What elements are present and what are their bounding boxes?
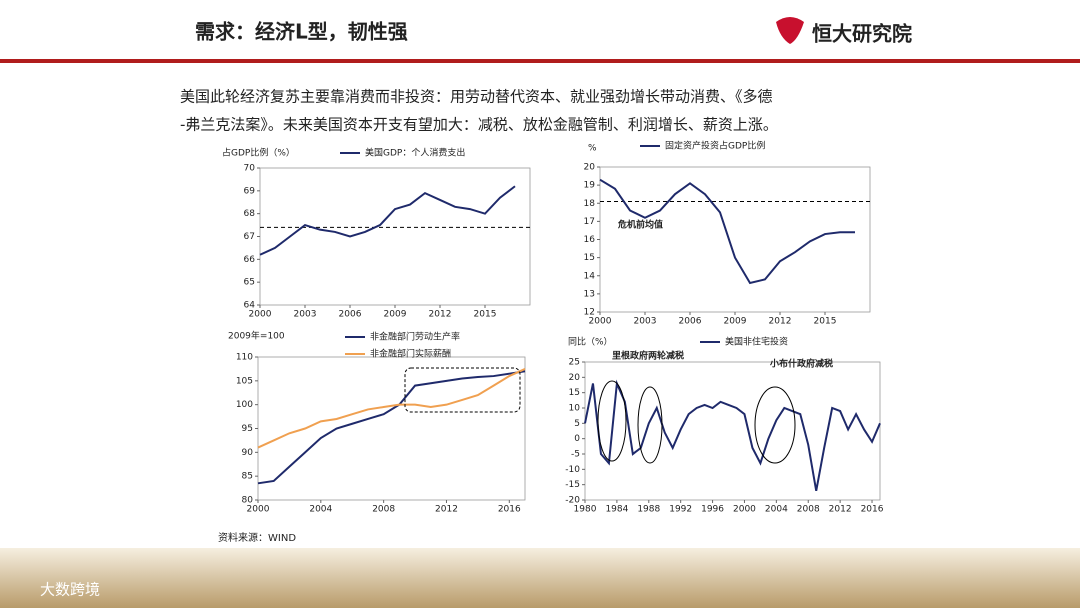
legend-label: 美国GDP：个人消费支出 [365,147,465,159]
x-tick-label: 2009 [724,317,747,327]
footer-image [0,548,1080,608]
y-tick-label: 5 [574,419,580,429]
x-tick-label: 2008 [797,505,820,515]
slide-title: 需求：经济L型，韧性强 [195,20,408,44]
y-tick-label: 15 [584,253,595,263]
y-tick-label: 105 [236,376,253,386]
y-tick-label: 15 [569,388,580,398]
y-tick-label: 20 [569,373,581,383]
x-tick-label: 1980 [574,505,597,515]
body-line: 美国此轮经济复苏主要靠消费而非投资：用劳动替代资本、就业强劲增长带动消费、《多德 [180,88,773,106]
y-axis-label: % [588,144,597,154]
x-tick-label: 2004 [765,505,788,515]
y-tick-label: 20 [584,163,596,173]
y-axis-label: 2009年=100 [228,330,285,342]
x-tick-label: 2012 [435,505,458,515]
y-tick-label: 95 [242,424,253,434]
y-tick-label: 68 [244,209,256,219]
series-line [257,368,526,449]
x-tick-label: 2012 [429,310,452,320]
x-tick-label: 1984 [605,505,628,515]
x-tick-label: 2000 [247,505,270,515]
watermark: 大数跨境 [40,581,100,599]
x-tick-label: 2015 [814,317,837,327]
y-tick-label: 0 [574,434,580,444]
header-rule [0,59,1080,63]
highlight-box [404,367,521,413]
x-tick-label: 2000 [249,310,272,320]
x-tick-label: 1988 [637,505,660,515]
y-tick-label: 18 [584,199,596,209]
body-line: -弗兰克法案》。未来美国资本开支有望加大：减税、放松金融管制、利润增长、薪资上涨… [180,116,778,134]
x-tick-label: 1996 [701,505,724,515]
x-tick-label: 2004 [309,505,332,515]
logo-icon [776,17,804,44]
y-tick-label: -20 [565,496,580,506]
annotation: 危机前均值 [617,219,663,231]
x-tick-label: 2006 [679,317,702,327]
y-tick-label: 80 [242,496,254,506]
y-tick-label: 67 [244,232,255,242]
legend-label: 美国非住宅投资 [725,336,788,348]
y-tick-label: 64 [244,301,256,311]
legend-label: 非金融部门劳动生产率 [370,331,460,343]
y-tick-label: 85 [242,472,253,482]
x-tick-label: 2012 [769,317,792,327]
series-line [259,185,516,256]
x-tick-label: 2015 [474,310,497,320]
highlight-ellipse [597,380,627,462]
series-line [257,370,526,485]
x-tick-label: 2008 [372,505,395,515]
y-axis-label: 同比（%） [568,336,613,348]
y-tick-label: 25 [569,358,580,368]
y-tick-label: 70 [244,164,256,174]
legend-label: 固定资产投资占GDP比例 [665,140,765,152]
legend-label: 非金融部门实际薪酬 [370,348,451,360]
y-tick-label: -10 [565,465,580,475]
highlight-ellipse [754,386,796,464]
series-line [584,379,881,491]
y-tick-label: 10 [569,404,581,414]
y-axis-label: 占GDP比例（%） [222,147,295,159]
y-tick-label: 17 [584,217,595,227]
x-tick-label: 2003 [634,317,657,327]
plot-frame [584,361,881,501]
y-tick-label: 14 [584,271,596,281]
logo-text: 恒大研究院 [812,22,912,46]
y-tick-label: 90 [242,448,254,458]
x-tick-label: 2003 [294,310,317,320]
y-tick-label: -15 [565,480,580,490]
y-tick-label: 65 [244,278,255,288]
y-tick-label: 66 [244,255,256,265]
x-tick-label: 2016 [498,505,521,515]
y-tick-label: 100 [236,400,253,410]
x-tick-label: 2006 [339,310,362,320]
x-tick-label: 2000 [589,317,612,327]
annotation: 小布什政府减税 [769,358,833,370]
x-tick-label: 2009 [384,310,407,320]
y-tick-label: 13 [584,289,595,299]
y-tick-label: -5 [571,450,580,460]
x-tick-label: 2012 [829,505,852,515]
series-line [599,178,855,285]
highlight-ellipse [637,386,663,464]
y-tick-label: 12 [584,308,595,318]
x-tick-label: 2000 [733,505,756,515]
source: 资料来源：WIND [218,531,296,544]
x-tick-label: 2016 [861,505,884,515]
y-tick-label: 69 [244,186,256,196]
y-tick-label: 16 [584,235,596,245]
x-tick-label: 1992 [669,505,692,515]
y-tick-label: 19 [584,181,596,191]
annotation: 里根政府两轮减税 [612,350,684,362]
y-tick-label: 110 [236,353,253,363]
